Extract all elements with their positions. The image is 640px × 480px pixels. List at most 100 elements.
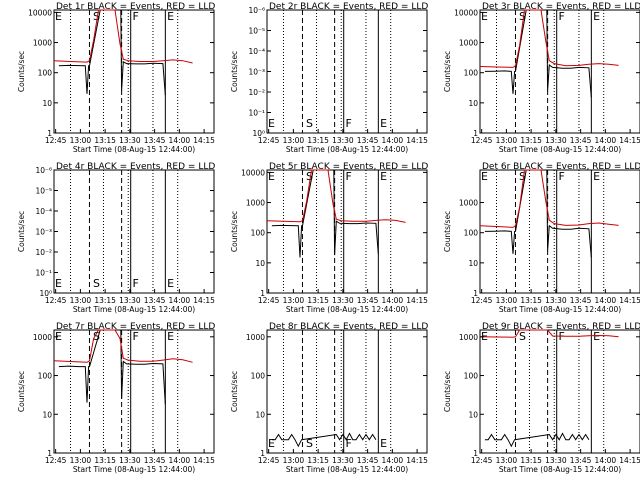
x-tick-label: 13:00 — [496, 296, 518, 305]
series-lld-line — [53, 9, 193, 64]
panel-title: Det 6r BLACK = Events, RED = LLD — [482, 162, 640, 172]
x-tick-label: 13:15 — [520, 296, 542, 305]
x-axis-label: Start Time (08-Aug-15 12:44:00) — [286, 465, 408, 474]
x-tick-label: 13:00 — [496, 456, 518, 465]
series-lld-line — [53, 329, 193, 363]
plot-frame — [479, 329, 640, 454]
x-axis-label: Start Time (08-Aug-15 12:44:00) — [499, 465, 621, 474]
x-axis-label: Start Time (08-Aug-15 12:44:00) — [286, 145, 408, 154]
y-tick-label: 10 — [468, 99, 478, 108]
x-tick-label: 14:00 — [169, 296, 191, 305]
panel-title: Det 8r BLACK = Events, RED = LLD — [269, 322, 428, 332]
panel-title: Det 5r BLACK = Events, RED = LLD — [269, 162, 428, 172]
phase-marker-s: S — [519, 10, 526, 23]
phase-marker-e: E — [167, 10, 174, 23]
panel-title: Det 2r BLACK = Events, RED = LLD — [269, 2, 428, 12]
y-tick-label: 100 — [464, 229, 479, 238]
y-tick-label: 10 — [255, 410, 265, 419]
x-tick-label: 13:15 — [307, 136, 329, 145]
x-tick-label: 13:00 — [283, 296, 305, 305]
x-tick-label: 13:30 — [545, 456, 567, 465]
y-tick-label: 1 — [260, 449, 265, 458]
y-tick-label: 1 — [47, 129, 52, 138]
x-tick-label: 14:15 — [619, 296, 640, 305]
y-tick-label: 10 — [255, 259, 265, 268]
series-events-line — [484, 169, 592, 258]
phase-marker-e: E — [268, 117, 275, 130]
y-axis-label: Counts/sec — [17, 211, 26, 252]
x-tick-label: 13:45 — [357, 456, 379, 465]
series-lld-line — [479, 169, 619, 228]
y-tick-label: 10 — [42, 99, 52, 108]
x-tick-label: 14:15 — [193, 136, 215, 145]
y-tick-label: 10000 — [454, 8, 478, 17]
plot-frame — [266, 169, 428, 294]
y-axis-label: Counts/sec — [17, 371, 26, 412]
x-tick-label: 13:00 — [70, 456, 92, 465]
plot-frame — [266, 329, 428, 454]
series-events-line — [271, 169, 379, 258]
x-tick-label: 13:15 — [94, 456, 116, 465]
series-lld-line — [479, 9, 619, 68]
panel-title: Det 3r BLACK = Events, RED = LLD — [482, 2, 640, 12]
plot-frame — [479, 169, 640, 294]
x-tick-label: 14:00 — [382, 456, 404, 465]
series-lld-line — [479, 329, 619, 338]
y-axis-label: Counts/sec — [230, 211, 239, 252]
phase-marker-f: F — [346, 170, 352, 183]
y-axis-label: Counts/sec — [443, 211, 452, 252]
x-tick-label: 13:30 — [545, 296, 567, 305]
y-tick-label: 10⁻⁶ — [35, 166, 52, 175]
x-tick-label: 13:00 — [283, 136, 305, 145]
x-tick-label: 14:15 — [406, 296, 428, 305]
y-tick-label: 10⁻³ — [35, 228, 52, 237]
y-tick-label: 1000 — [33, 333, 52, 342]
y-tick-label: 1 — [473, 449, 478, 458]
y-tick-label: 100 — [38, 372, 53, 381]
x-tick-label: 14:00 — [595, 296, 617, 305]
x-tick-label: 13:45 — [144, 296, 166, 305]
x-tick-label: 14:15 — [406, 136, 428, 145]
phase-marker-e: E — [593, 10, 600, 23]
phase-marker-e: E — [593, 330, 600, 343]
phase-marker-s: S — [93, 10, 100, 23]
phase-marker-f: F — [133, 277, 139, 290]
plot-frame — [479, 9, 640, 134]
y-tick-label: 10000 — [241, 168, 265, 177]
phase-marker-e: E — [268, 170, 275, 183]
panel-title: Det 4r BLACK = Events, RED = LLD — [56, 162, 215, 172]
y-tick-label: 100 — [38, 69, 53, 78]
x-tick-label: 12:45 — [471, 136, 493, 145]
x-axis-label: Start Time (08-Aug-15 12:44:00) — [73, 305, 195, 314]
x-tick-label: 13:15 — [307, 296, 329, 305]
phase-marker-f: F — [346, 437, 352, 450]
series-lld-line — [266, 169, 406, 223]
x-axis-label: Start Time (08-Aug-15 12:44:00) — [73, 465, 195, 474]
x-tick-label: 14:00 — [382, 136, 404, 145]
x-tick-label: 14:00 — [595, 136, 617, 145]
y-tick-label: 10000 — [28, 8, 52, 17]
y-tick-label: 10⁰ — [39, 289, 52, 298]
phase-marker-s: S — [306, 117, 313, 130]
x-tick-label: 14:00 — [169, 136, 191, 145]
series-events-line — [58, 9, 166, 96]
x-tick-label: 12:45 — [471, 296, 493, 305]
y-tick-label: 1 — [473, 129, 478, 138]
plot-frame — [53, 169, 215, 294]
phase-marker-f: F — [133, 330, 139, 343]
x-tick-label: 13:30 — [545, 136, 567, 145]
x-tick-label: 12:45 — [258, 296, 280, 305]
y-tick-label: 100 — [251, 372, 266, 381]
y-tick-label: 1 — [473, 289, 478, 298]
panel-title: Det 9r BLACK = Events, RED = LLD — [482, 322, 640, 332]
series-events-line — [58, 329, 166, 405]
x-tick-label: 13:30 — [119, 136, 141, 145]
x-tick-label: 13:15 — [94, 296, 116, 305]
panel-title: Det 1r BLACK = Events, RED = LLD — [56, 2, 215, 12]
